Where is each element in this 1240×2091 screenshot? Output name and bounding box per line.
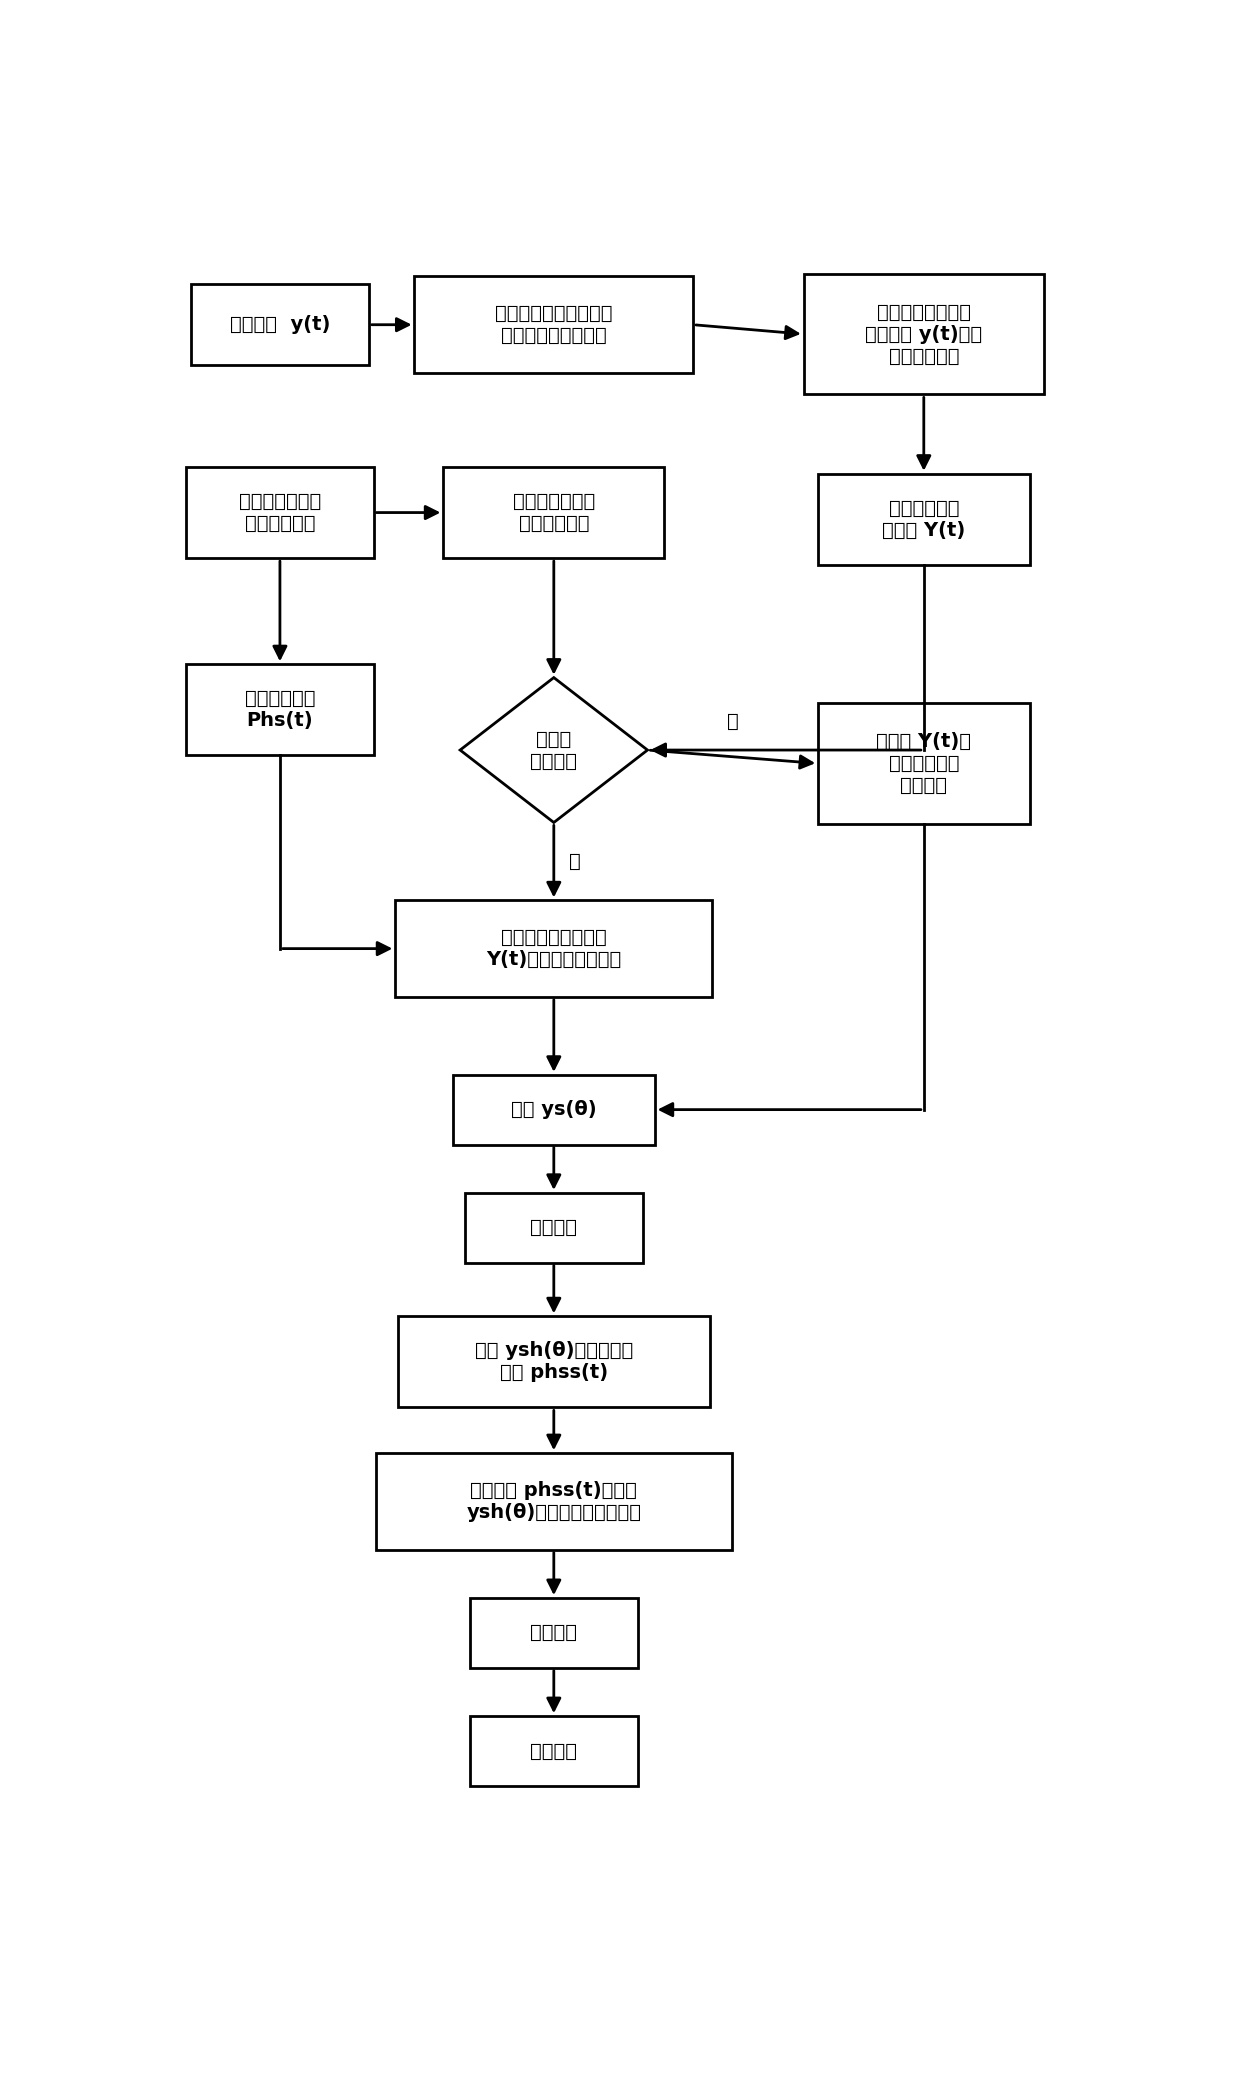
Bar (453, 1075, 655, 1144)
Bar (186, 466, 373, 558)
Bar (818, 475, 1029, 565)
Bar (470, 1717, 637, 1786)
Text: 获取转速，设定
转速波动阈值: 获取转速，设定 转速波动阈值 (512, 491, 595, 533)
Text: 是否为
平稳信号: 是否为 平稳信号 (531, 730, 578, 772)
Bar (804, 274, 1044, 395)
Text: 将信号 Y(t)视
为等角度间隔
采样信号: 将信号 Y(t)视 为等角度间隔 采样信号 (877, 732, 971, 795)
Bar (396, 901, 712, 997)
Bar (414, 276, 693, 372)
Bar (465, 1192, 642, 1263)
Text: 信号 ysh(θ)，并计算其
相位 phss(t): 信号 ysh(θ)，并计算其 相位 phss(t) (475, 1340, 632, 1382)
Text: 利用相位 phss(t)对信号
ysh(θ)，进行等角度重采样: 利用相位 phss(t)对信号 ysh(θ)，进行等角度重采样 (466, 1480, 641, 1522)
Bar (376, 1453, 732, 1549)
Text: 原始信号  y(t): 原始信号 y(t) (229, 316, 330, 335)
Polygon shape (460, 677, 647, 822)
Text: 窄带滤波: 窄带滤波 (531, 1219, 578, 1238)
Bar (470, 1598, 637, 1669)
Text: 故障识别: 故障识别 (531, 1742, 578, 1761)
Bar (818, 703, 1029, 824)
Bar (444, 466, 665, 558)
Text: 是: 是 (727, 713, 739, 732)
Text: 否: 否 (569, 851, 582, 872)
Bar (191, 284, 368, 366)
Text: 信号 ys(θ): 信号 ys(θ) (511, 1100, 596, 1119)
Text: 频带划分，分频带计算
特征阶次幅值信噪比: 频带划分，分频带计算 特征阶次幅值信噪比 (495, 303, 613, 345)
Text: 利用相位信息对信号
Y(t)进行等角度重采样: 利用相位信息对信号 Y(t)进行等角度重采样 (486, 928, 621, 968)
Text: 频谱分析: 频谱分析 (531, 1623, 578, 1641)
Bar (398, 1315, 711, 1407)
Text: 获取振动信号的
同步键相信号: 获取振动信号的 同步键相信号 (239, 491, 321, 533)
Text: 共振频带的包
络信号 Y(t): 共振频带的包 络信号 Y(t) (882, 500, 966, 539)
Text: 获取共振频带，对
原始信号 y(t)滤波
并求包络信号: 获取共振频带，对 原始信号 y(t)滤波 并求包络信号 (866, 303, 982, 366)
Bar (186, 665, 373, 755)
Text: 计算相位信息
Phs(t): 计算相位信息 Phs(t) (244, 690, 315, 730)
